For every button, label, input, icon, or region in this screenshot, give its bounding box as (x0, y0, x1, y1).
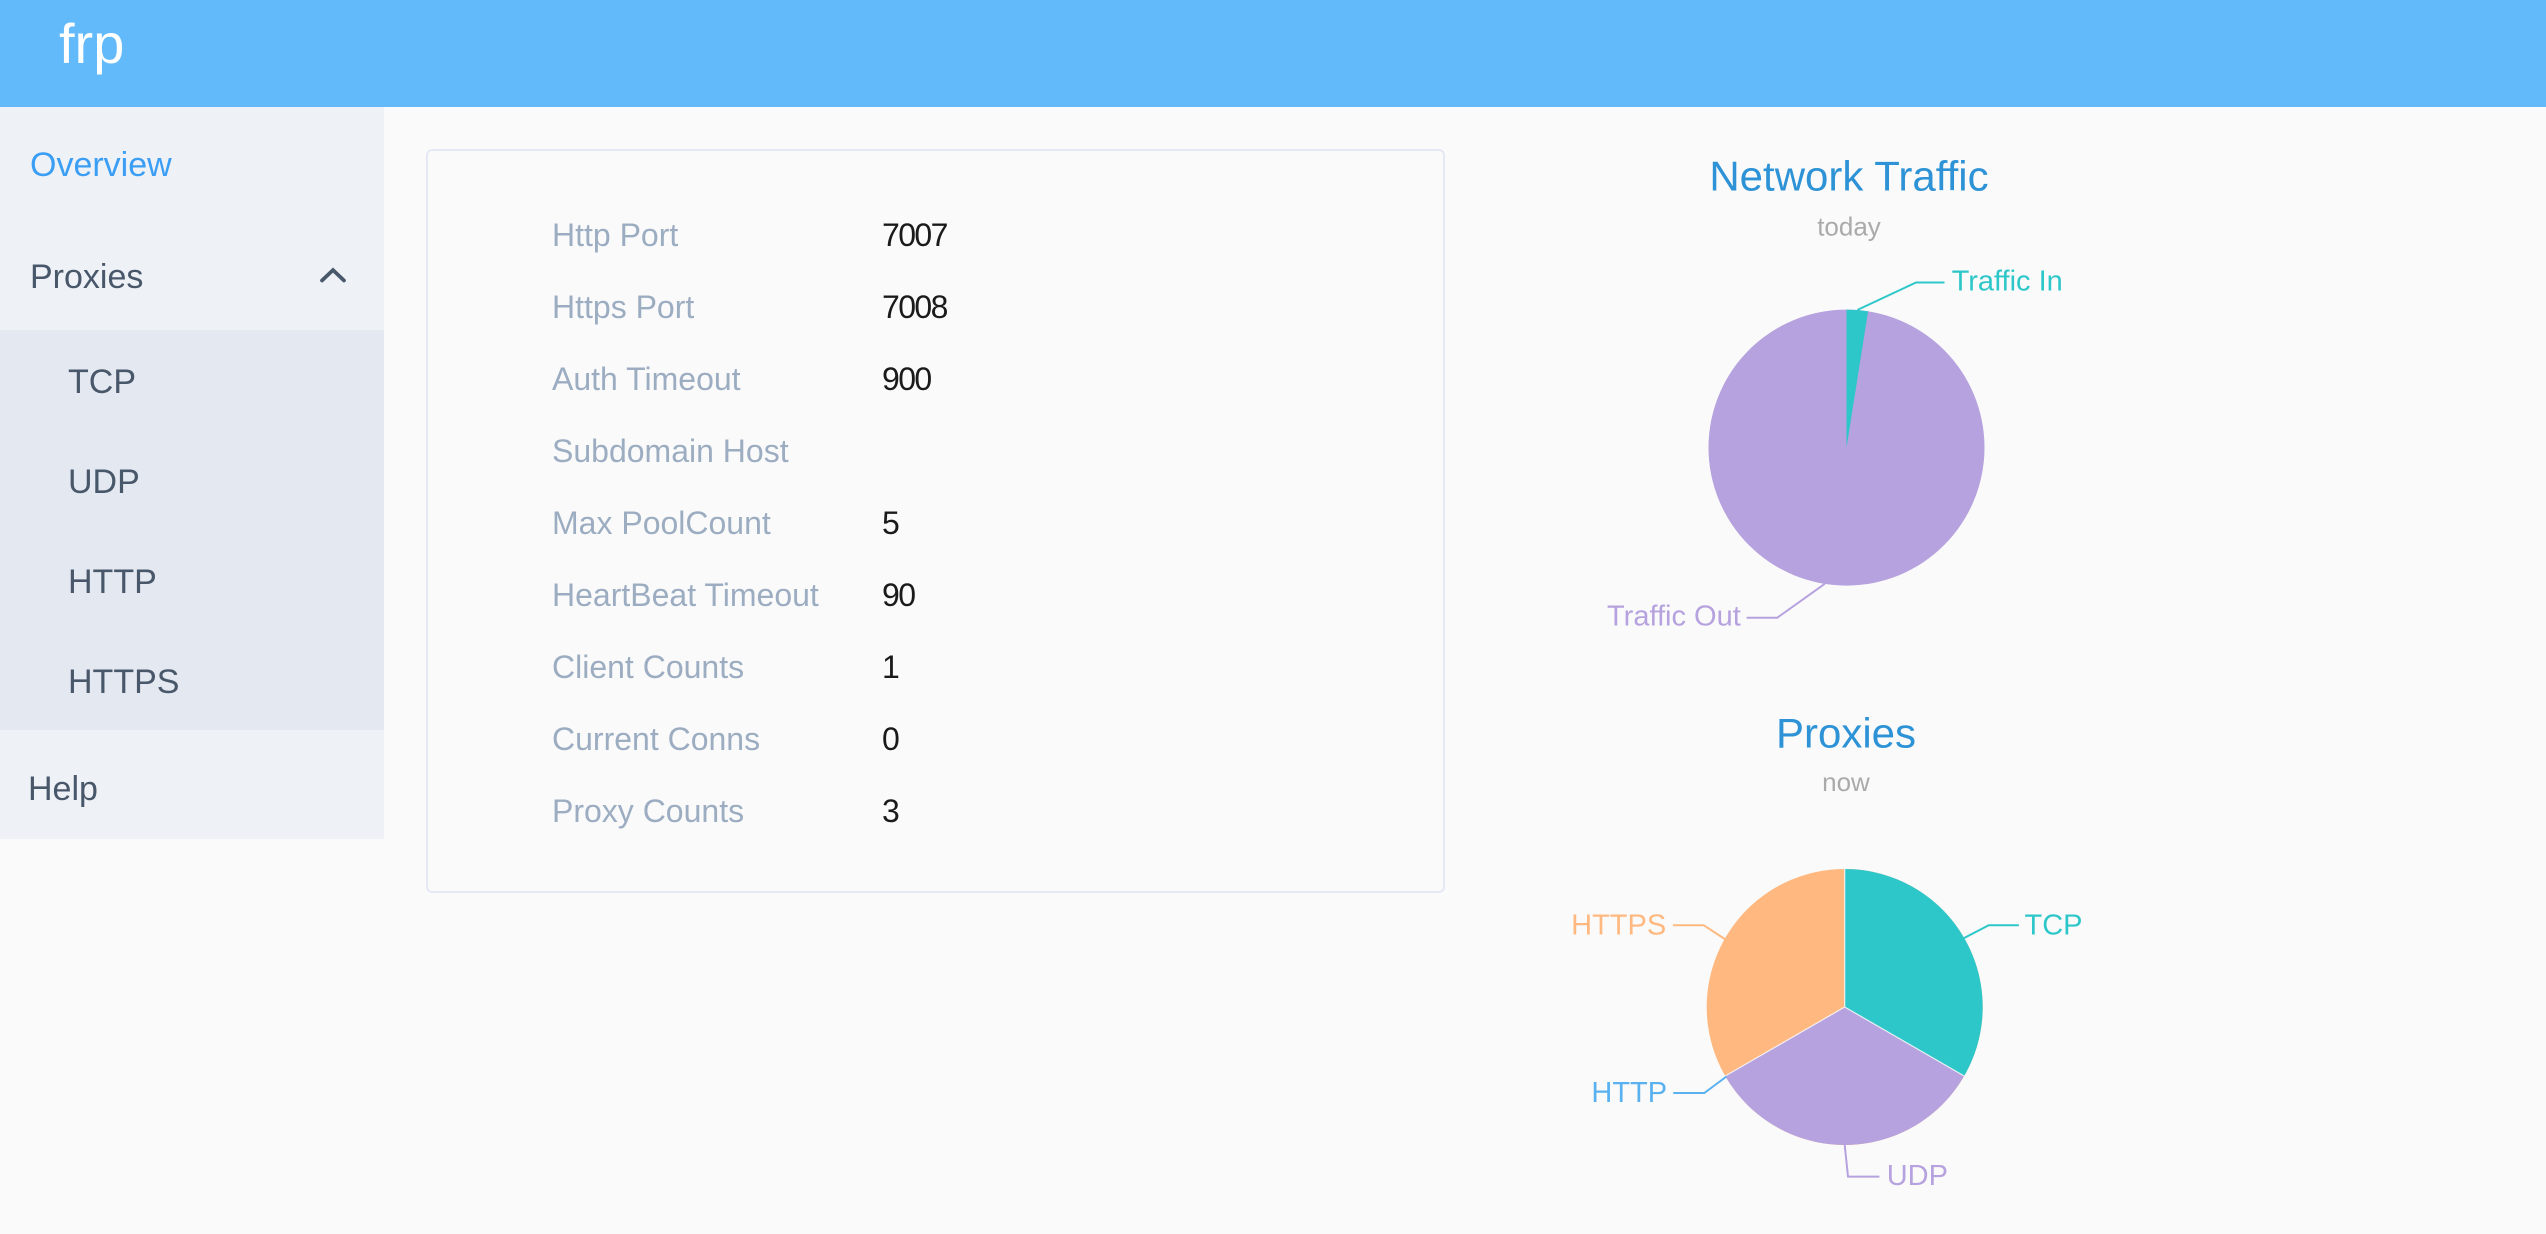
svg-text:Proxies: Proxies (1776, 710, 1916, 757)
svg-text:HTTP: HTTP (1591, 1077, 1667, 1109)
svg-text:TCP: TCP (2025, 909, 2083, 941)
svg-text:HTTPS: HTTPS (1571, 909, 1666, 941)
svg-text:Network Traffic: Network Traffic (1709, 153, 1988, 200)
svg-text:Traffic Out: Traffic Out (1607, 601, 1741, 633)
svg-text:today: today (1817, 212, 1881, 242)
svg-text:UDP: UDP (1887, 1160, 1948, 1192)
svg-text:Traffic In: Traffic In (1952, 266, 2063, 298)
svg-text:now: now (1822, 767, 1870, 797)
